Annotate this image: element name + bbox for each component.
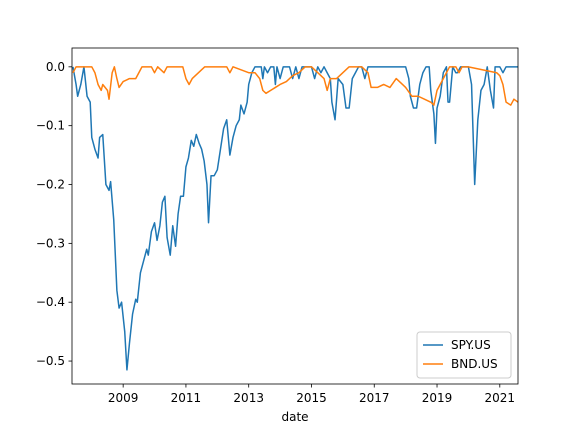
legend-label: BND.US	[451, 357, 498, 371]
x-axis-label: date	[281, 410, 308, 424]
x-tick-label: 2015	[296, 391, 327, 405]
line-series	[72, 66, 518, 371]
y-tick-label: −0.5	[36, 354, 65, 368]
x-tick-label: 2009	[108, 391, 139, 405]
x-tick-label: 2019	[422, 391, 453, 405]
x-tick-label: 2013	[233, 391, 264, 405]
y-tick-label: 0.0	[46, 60, 65, 74]
x-tick-label: 2011	[171, 391, 202, 405]
legend-box	[416, 331, 512, 379]
y-tick-label: −0.2	[36, 178, 65, 192]
y-tick-label: −0.4	[36, 295, 65, 309]
y-tick-label: −0.1	[36, 119, 65, 133]
plot	[72, 66, 518, 371]
y-tick-label: −0.3	[36, 236, 65, 250]
x-tick-label: 2017	[359, 391, 390, 405]
x-tick-label: 2021	[485, 391, 516, 405]
line-series	[72, 66, 518, 106]
axes-frame	[71, 47, 519, 385]
legend-label: SPY.US	[451, 338, 491, 352]
